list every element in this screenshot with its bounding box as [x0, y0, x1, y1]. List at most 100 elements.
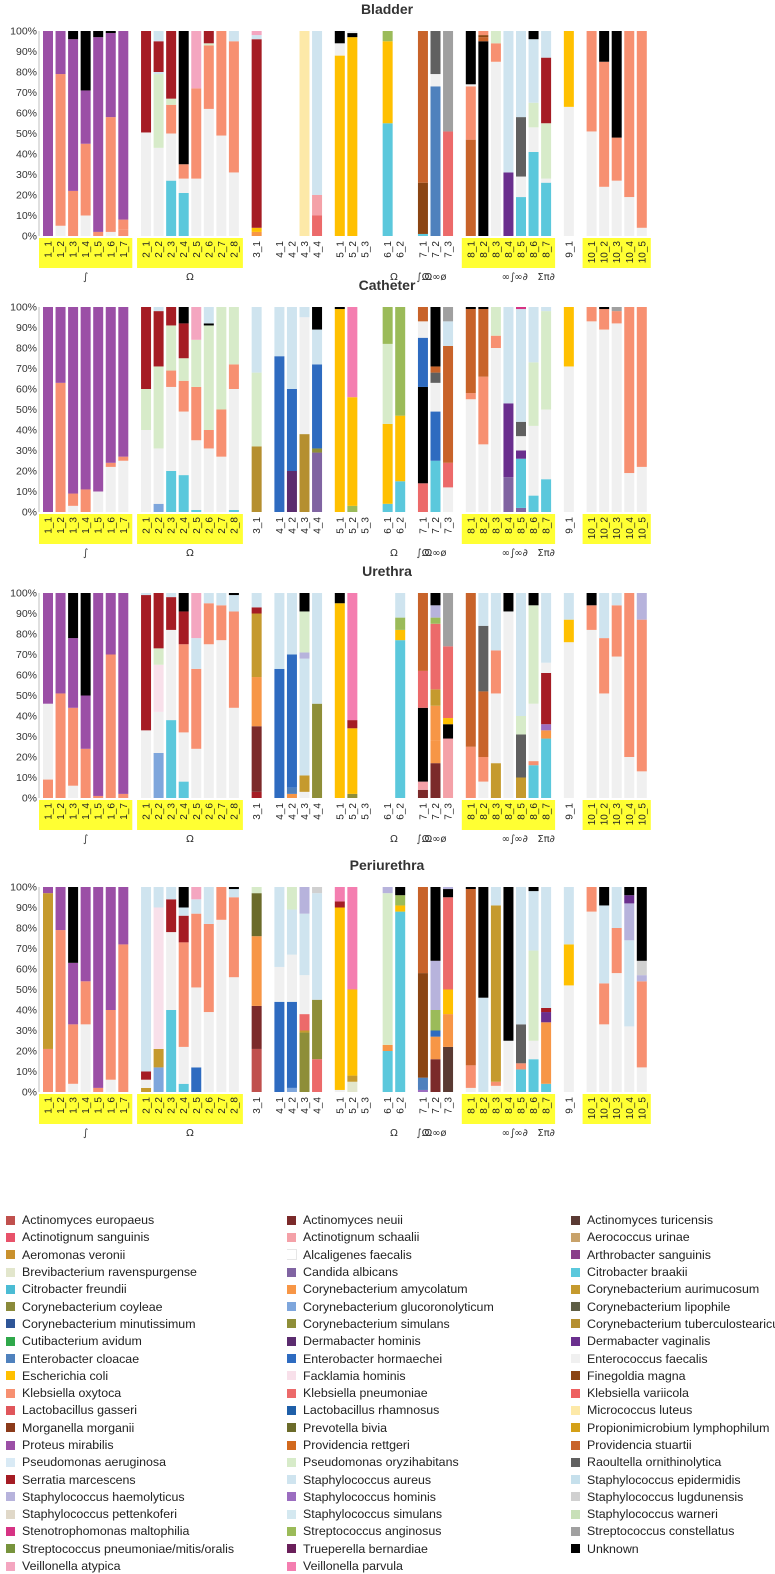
sample-label: 1_5: [94, 803, 105, 820]
bar-segment: [395, 629, 406, 641]
bar-segment: [636, 975, 647, 982]
sample-label: 2_3: [167, 803, 178, 820]
bar-segment: [43, 893, 53, 1049]
bar-segment: [228, 897, 239, 978]
bar-segment: [153, 503, 164, 512]
bar-segment: [68, 593, 79, 639]
bar-segment: [599, 593, 610, 639]
bar-segment: [382, 343, 393, 424]
bar-segment: [153, 664, 164, 712]
legend-label: Streptococcus pneumoniae/mitis/oralis: [22, 1541, 235, 1556]
legend-item: Veillonella atypica: [6, 1558, 287, 1574]
legend-label: Citrobacter braakii: [587, 1265, 688, 1280]
bar-segment: [347, 887, 358, 990]
sample-label: 6_2: [396, 803, 407, 820]
bar-segment: [203, 430, 214, 449]
sample-label: 1_7: [119, 241, 130, 258]
legend-swatch: [287, 1440, 296, 1450]
bar-segment: [528, 127, 539, 152]
bar-segment: [299, 307, 310, 318]
bar-segment: [141, 132, 152, 236]
sample-label: 7_1: [418, 517, 429, 534]
legend-swatch: [287, 1405, 296, 1415]
sample-label: 2_2: [154, 241, 165, 258]
y-tick-label: 10%: [16, 772, 37, 784]
bar-segment: [178, 31, 189, 165]
sample-label: 10_2: [600, 803, 611, 826]
group-symbol: ∫: [83, 548, 88, 559]
sample-label: 7_3: [444, 517, 455, 534]
bar-segment: [299, 593, 310, 612]
sample-symbol: ∞∫: [502, 1128, 516, 1139]
bar-segment: [516, 307, 526, 310]
legend-item: Streptococcus anginosus: [287, 1523, 571, 1539]
group-highlight-band: [582, 800, 651, 830]
bar-segment: [203, 325, 214, 430]
legend-item: Actinomyces europaeus: [6, 1212, 287, 1228]
legend-swatch: [6, 1284, 15, 1294]
bar-segment: [141, 887, 152, 1072]
legend-label: Corynebacterium glucoronolyticum: [303, 1299, 494, 1314]
legend-label: Corynebacterium minutissimum: [22, 1316, 196, 1331]
legend-swatch: [6, 1232, 15, 1242]
sample-label: 1_1: [44, 241, 55, 258]
legend-label: Actinomyces turicensis: [587, 1213, 714, 1228]
bar-segment: [251, 893, 262, 937]
bar-segment: [68, 307, 79, 494]
bar-segment: [286, 793, 297, 798]
bar-segment: [166, 180, 177, 236]
bar-segment: [105, 1010, 116, 1080]
bar-segment: [178, 164, 189, 179]
bar-segment: [490, 693, 501, 764]
group-highlight-band: [137, 514, 243, 544]
group-highlight-band: [137, 800, 243, 830]
legend-swatch: [6, 1475, 15, 1485]
sample-label: 10_4: [625, 517, 636, 540]
bar-segment: [105, 231, 116, 236]
legend-item: Staphylococcus warneri: [571, 1506, 775, 1522]
bar-segment: [490, 31, 501, 44]
sample-label: 2_6: [204, 517, 215, 534]
legend-swatch: [6, 1319, 15, 1329]
bar-segment: [528, 495, 539, 512]
bar-segment: [80, 489, 91, 512]
bar-segment: [465, 307, 476, 310]
group-symbol: Ω: [390, 1128, 398, 1139]
legend-label: Streptococcus anginosus: [303, 1524, 442, 1539]
bar-segment: [68, 505, 79, 512]
bar-segment: [228, 509, 239, 512]
bar-segment: [430, 1059, 441, 1092]
sample-label: 8_7: [542, 803, 553, 820]
bar-segment: [251, 39, 262, 228]
legend-label: Actinotignum schaalii: [303, 1230, 420, 1245]
sample-symbol: ∞∫: [502, 272, 516, 283]
legend-swatch: [287, 1319, 296, 1329]
panel-title: Catheter: [359, 277, 416, 293]
sample-label: 1_5: [94, 1097, 105, 1114]
bar-segment: [624, 887, 635, 896]
sample-label: 8_5: [517, 1097, 528, 1114]
bar-segment: [599, 186, 610, 236]
sample-label: 10_4: [625, 803, 636, 826]
y-tick-label: 90%: [16, 46, 37, 58]
sample-label: 7_3: [444, 803, 455, 820]
bar-segment: [68, 638, 79, 708]
bar-segment: [334, 593, 345, 604]
bar-segment: [286, 471, 297, 512]
bar-segment: [395, 481, 406, 512]
bar-segment: [191, 1067, 202, 1092]
sample-label: 10_1: [587, 1097, 598, 1120]
panel-title: Bladder: [361, 1, 414, 17]
legend-item: Streptococcus pneumoniae/mitis/oralis: [6, 1541, 287, 1557]
bar-segment: [118, 887, 129, 945]
legend-swatch: [287, 1544, 296, 1554]
bar-segment: [624, 31, 635, 198]
sample-label: 2_3: [167, 241, 178, 258]
legend-swatch: [6, 1267, 15, 1277]
bar-segment: [203, 923, 214, 1013]
sample-label: 4_4: [313, 517, 324, 534]
bar-segment: [382, 887, 393, 894]
bar-segment: [417, 1089, 428, 1092]
legend-item: Staphylococcus hominis: [287, 1489, 571, 1505]
bar-segment: [166, 386, 177, 471]
